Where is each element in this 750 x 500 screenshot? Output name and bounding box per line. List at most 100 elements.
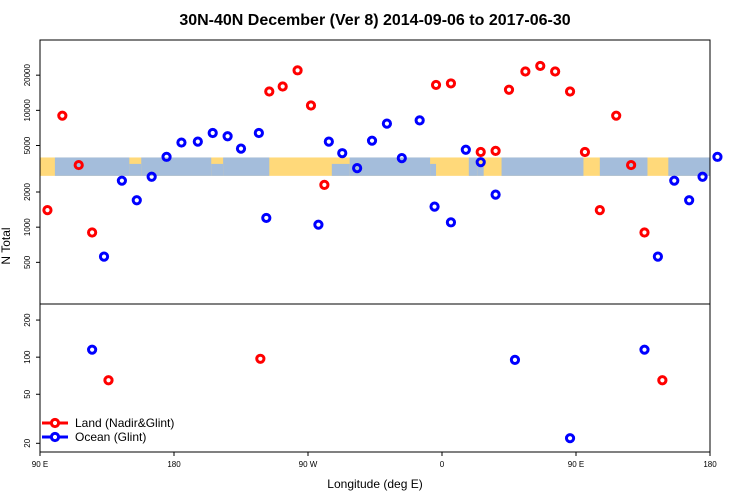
ocean-strip — [211, 163, 224, 176]
land-point — [639, 227, 650, 238]
y-axis-label: N Total — [0, 227, 13, 264]
land-point — [430, 79, 442, 91]
x-axis: 90 E 180 90 W 0 90 E 180 — [32, 452, 717, 469]
land-point — [625, 159, 637, 171]
ocean-strip — [129, 163, 142, 176]
ocean-point — [131, 195, 142, 206]
land-point — [503, 84, 515, 95]
land-ocean-band — [40, 157, 710, 176]
x-tick-label: 180 — [167, 460, 181, 469]
land-point — [305, 100, 317, 111]
ocean-point — [396, 153, 407, 164]
lower-y-tick-label: 100 — [23, 350, 32, 364]
land-point — [611, 110, 622, 121]
land-point — [87, 227, 98, 238]
data-points — [42, 60, 723, 444]
ocean-strip — [468, 157, 478, 176]
legend-marker — [49, 431, 61, 443]
ocean-strip — [430, 163, 437, 176]
x-axis-label: Longitude (deg E) — [327, 477, 422, 491]
land-point — [103, 375, 114, 386]
land-point — [292, 65, 303, 76]
ocean-point — [445, 217, 457, 228]
ocean-point — [313, 219, 324, 230]
ocean-point — [697, 171, 708, 182]
ocean-point — [337, 148, 348, 159]
legend-marker — [49, 417, 61, 429]
ocean-point — [207, 127, 218, 139]
upper-y-tick-label: 20000 — [23, 63, 32, 86]
ocean-strip — [331, 163, 350, 176]
land-point — [42, 205, 53, 216]
ocean-strip — [668, 157, 710, 176]
ocean-point — [253, 127, 264, 139]
land-point — [657, 375, 668, 386]
ocean-strip — [223, 157, 270, 176]
legend: Land (Nadir&Glint)Ocean (Glint) — [42, 416, 174, 444]
legend-label: Land (Nadir&Glint) — [75, 416, 174, 430]
land-point — [445, 78, 457, 89]
upper-panel: 500 1000 2000 5000 10000 20000 — [23, 39, 711, 305]
land-point — [319, 179, 330, 191]
ocean-point — [669, 175, 680, 186]
ocean-point — [509, 354, 521, 366]
ocean-point — [460, 144, 471, 155]
ocean-point — [323, 136, 334, 147]
ocean-strip — [501, 157, 584, 176]
ocean-point — [429, 201, 440, 212]
lower-y-tick-label: 50 — [23, 389, 32, 398]
ocean-point — [652, 251, 663, 262]
upper-y-tick-label: 1000 — [23, 218, 32, 236]
ocean-point — [192, 136, 203, 147]
ocean-point — [235, 143, 247, 154]
land-point — [490, 145, 501, 156]
lower-y-axis: 20 50 100 200 — [23, 313, 40, 448]
x-tick-label: 0 — [440, 460, 445, 469]
lower-y-tick-label: 200 — [23, 313, 32, 327]
land-point — [535, 60, 546, 72]
ocean-point — [352, 163, 363, 174]
ocean-strip — [349, 157, 431, 176]
ocean-point — [261, 212, 272, 224]
upper-y-tick-label: 10000 — [23, 99, 32, 122]
land-point — [264, 86, 275, 97]
land-point — [475, 146, 486, 158]
ocean-point — [414, 115, 425, 126]
legend-label: Ocean (Glint) — [75, 430, 146, 444]
ocean-point — [161, 151, 172, 162]
land-point — [564, 86, 576, 97]
land-point — [550, 66, 561, 77]
ocean-point — [639, 344, 650, 355]
ocean-point — [222, 131, 233, 142]
ocean-point — [475, 157, 486, 168]
ocean-point — [684, 195, 695, 206]
x-tick-label: 90 E — [568, 460, 584, 469]
ocean-strip — [54, 157, 130, 176]
ocean-point — [176, 137, 187, 148]
ocean-point — [564, 433, 576, 444]
x-tick-label: 90 W — [299, 460, 318, 469]
ocean-point — [87, 344, 98, 355]
upper-y-tick-label: 5000 — [23, 136, 32, 154]
ocean-strip — [141, 157, 212, 176]
land-point — [520, 66, 531, 77]
chart-title: 30N-40N December (Ver 8) 2014-09-06 to 2… — [179, 12, 570, 29]
ocean-point — [712, 151, 723, 162]
land-point — [57, 110, 68, 121]
lower-plot-frame — [39, 303, 711, 453]
upper-y-tick-label: 500 — [23, 255, 32, 269]
ocean-point — [116, 175, 127, 186]
upper-y-axis: 500 1000 2000 5000 10000 20000 — [23, 63, 40, 269]
land-point — [73, 159, 84, 171]
land-point — [277, 81, 288, 92]
ocean-point — [366, 135, 378, 146]
land-point — [579, 146, 591, 158]
ocean-point — [146, 171, 157, 182]
x-tick-label: 180 — [703, 460, 717, 469]
upper-y-tick-label: 2000 — [23, 183, 32, 201]
land-point — [594, 205, 605, 216]
lower-y-tick-label: 20 — [23, 438, 32, 447]
lower-panel: 20 50 100 200 — [23, 303, 711, 453]
land-point — [255, 353, 266, 364]
